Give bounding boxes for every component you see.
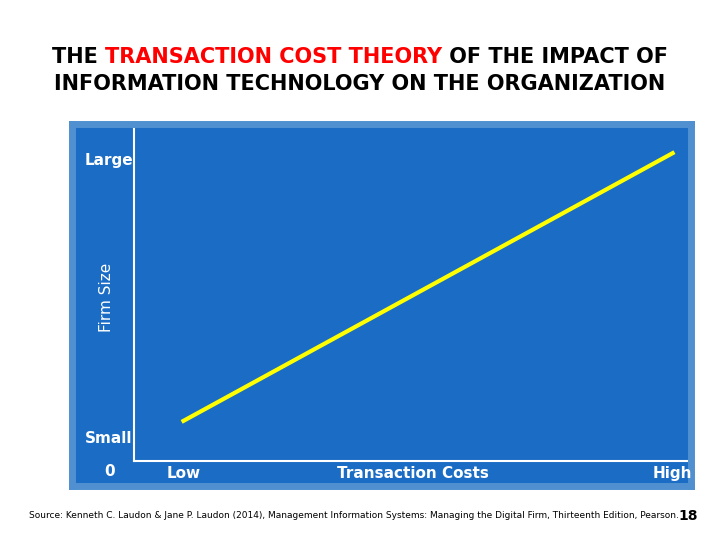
- Text: THE: THE: [52, 46, 105, 67]
- Text: 18: 18: [679, 509, 698, 523]
- Text: Firm Size: Firm Size: [99, 263, 114, 333]
- Text: OF THE IMPACT OF: OF THE IMPACT OF: [442, 46, 668, 67]
- Text: TRANSACTION COST THEORY: TRANSACTION COST THEORY: [105, 46, 442, 67]
- Text: INFORMATION TECHNOLOGY ON THE ORGANIZATION: INFORMATION TECHNOLOGY ON THE ORGANIZATI…: [55, 73, 665, 94]
- Text: Transaction Costs: Transaction Costs: [337, 466, 488, 481]
- Text: Small: Small: [84, 431, 132, 447]
- Text: Low: Low: [166, 466, 200, 481]
- Text: 0: 0: [104, 464, 114, 479]
- Text: Source: Kenneth C. Laudon & Jane P. Laudon (2014), Management Information System: Source: Kenneth C. Laudon & Jane P. Laud…: [29, 511, 679, 520]
- Text: High: High: [653, 466, 693, 481]
- Text: Large: Large: [84, 153, 133, 168]
